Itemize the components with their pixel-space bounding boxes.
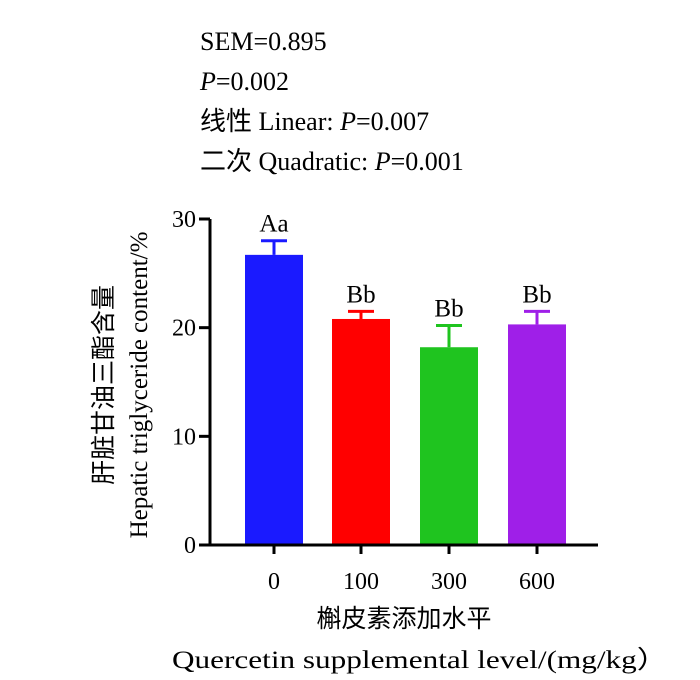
y-axis-title-en: Hepatic triglyceride content/% (126, 232, 153, 539)
linear-p-symbol: P (340, 107, 356, 136)
x-axis-title-en: Quercetin supplemental level/(mg/kg） (172, 646, 668, 674)
bars-layer (245, 239, 566, 546)
p-value: =0.002 (215, 67, 290, 96)
x-tick-label-100: 100 (343, 569, 379, 595)
y-tick-label-10: 10 (172, 424, 196, 450)
x-axis-title-cn: 槲皮素添加水平 (316, 605, 491, 633)
quadratic-p-value: =0.001 (390, 147, 464, 176)
quadratic-p-text: 二次 Quadratic: P=0.001 (200, 142, 464, 182)
linear-cn-label: 线性 (200, 107, 253, 136)
y-axis-title-cn: 肝脏甘油三酯含量 (90, 285, 118, 485)
linear-p-text: 线性 Linear: P=0.007 (200, 102, 464, 142)
quadratic-cn-label: 二次 (200, 147, 253, 176)
y-tick-label-20: 20 (172, 316, 196, 342)
ticks-layer (199, 217, 539, 554)
y-tick-label-0: 0 (184, 533, 196, 559)
significance-label-0: Aa (259, 211, 288, 238)
quadratic-p-symbol: P (374, 147, 391, 176)
significance-label-100: Bb (346, 281, 375, 308)
x-tick-label-300: 300 (431, 569, 467, 595)
labels-layer: Aa 0 Bb 100 Bb 300 Bb 600 0 10 20 30 (172, 207, 555, 595)
x-tick-label-0: 0 (268, 569, 280, 595)
significance-label-600: Bb (522, 281, 551, 308)
p-value-text: P=0.002 (200, 62, 464, 102)
bar-600 (508, 324, 566, 545)
stats-annotation: SEM=0.895 P=0.002 线性 Linear: P=0.007 二次 … (200, 22, 464, 182)
p-symbol: P (200, 67, 216, 96)
linear-en-label: Linear: (258, 107, 341, 136)
quadratic-en-label: Quadratic: (258, 147, 375, 176)
sem-text: SEM=0.895 (200, 27, 327, 56)
bar-100 (332, 318, 390, 545)
y-tick-label-30: 30 (172, 207, 196, 233)
significance-label-300: Bb (434, 295, 463, 322)
bar-0 (245, 254, 303, 546)
bar-300 (420, 347, 478, 545)
x-tick-label-600: 600 (519, 569, 555, 595)
linear-p-value: =0.007 (355, 107, 430, 136)
